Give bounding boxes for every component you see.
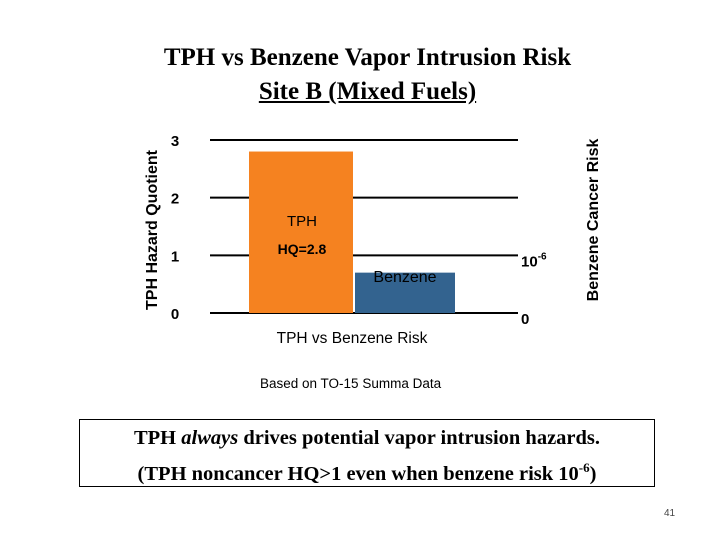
callout-line-1: TPH always drives potential vapor intrus…: [133, 427, 601, 449]
callout-line-2: (TPH noncancer HQ>1 even when benzene ri…: [137, 460, 597, 485]
bar-benzene: [355, 272, 455, 313]
x-axis-label: TPH vs Benzene Risk: [277, 330, 428, 347]
left-tick-label: 2: [171, 191, 179, 208]
risk-chart: 0 1 2 3 TPH HQ=2.8 Benzene TPH vs Benzene Risk T…: [144, 133, 602, 347]
callout-box: TPH always drives potential vapor intrus…: [79, 419, 655, 487]
slide-title: TPH vs Benzene Vapor Intrusion Risk: [163, 44, 572, 71]
bar-label-tph: TPH: [287, 213, 317, 230]
left-tick-label: 1: [171, 248, 179, 265]
left-tick-label: 3: [171, 133, 179, 150]
bar-label-tph-hq: HQ=2.8: [278, 241, 327, 257]
page-number: 41: [664, 508, 676, 519]
bar-tph: [249, 151, 353, 313]
callout-emphasis: always: [181, 427, 239, 449]
right-tick-label: 10-6: [521, 251, 547, 270]
left-tick-label: 0: [171, 306, 179, 323]
slide-subtitle: Site B (Mixed Fuels): [258, 78, 477, 105]
source-note: Based on TO-15 Summa Data: [260, 376, 442, 391]
right-axis-label: Benzene Cancer Risk: [585, 139, 602, 302]
right-tick-label: 0: [521, 311, 529, 328]
bar-label-benzene: Benzene: [373, 269, 436, 286]
left-axis-label: TPH Hazard Quotient: [144, 149, 161, 310]
